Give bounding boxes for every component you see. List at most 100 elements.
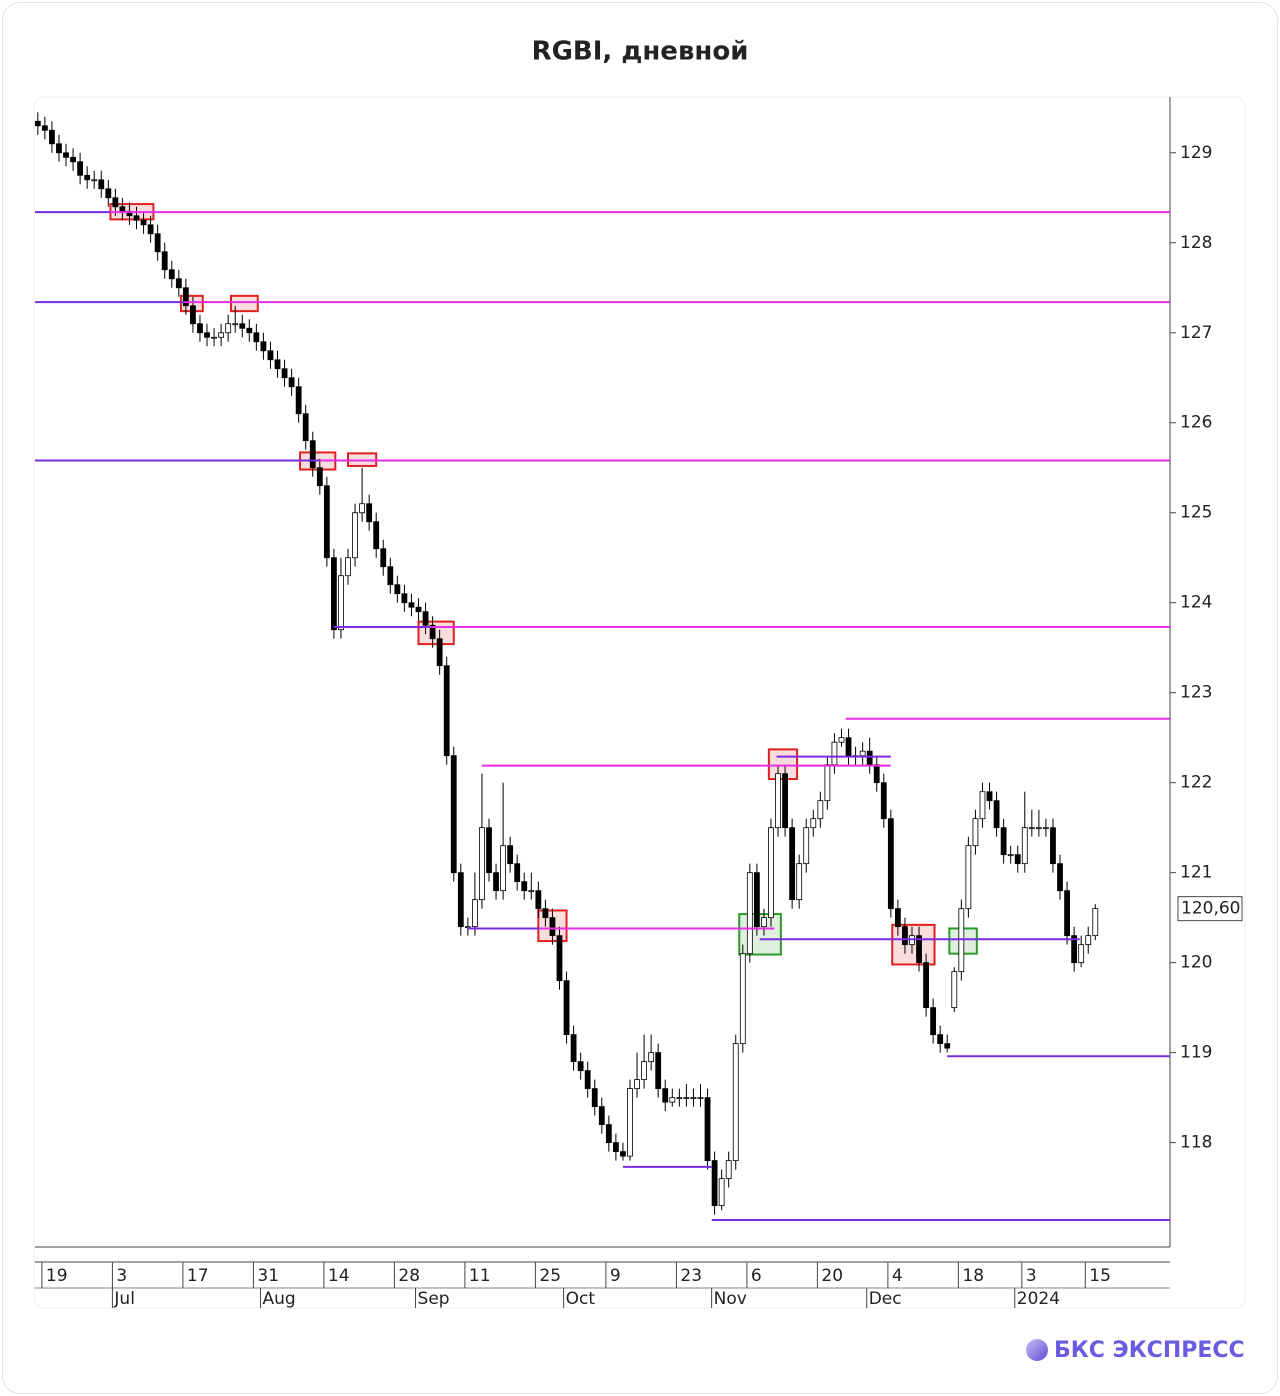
candle-body [605,1124,612,1144]
brand: БКС ЭКСПРЕСС [1054,1338,1245,1363]
candle-body [253,332,260,343]
candle-body [923,962,929,1009]
candle-body [493,872,499,892]
candle-body [831,741,838,766]
x-tick-label: 3 [116,1266,127,1286]
x-tick-label: 4 [892,1266,903,1286]
candle-body [225,323,232,334]
candle-body [894,908,901,928]
chart-title: RGBI, дневной [532,37,749,67]
candle-body [182,287,189,307]
candle-body [387,566,394,586]
x-tick-label: 17 [187,1266,209,1286]
candle-body [1021,827,1028,865]
candle-body [429,624,436,640]
candle-body [817,800,824,820]
candle-body [866,750,873,766]
x-tick-label: 20 [821,1266,843,1286]
candle-body [838,737,845,743]
candle-body [338,575,344,631]
y-tick-label: 119 [1180,1043,1212,1063]
candle-body [352,512,358,559]
candle-body [796,863,803,901]
y-tick-label: 123 [1180,683,1212,703]
y-tick-label: 121 [1180,863,1212,883]
candle-body [1057,863,1063,892]
candle-body [63,152,69,158]
month-label: Oct [566,1289,596,1309]
y-tick-label: 124 [1180,593,1212,613]
candle-body [119,206,126,212]
candle-body [1043,827,1049,830]
candle-body [1000,827,1007,856]
candle-body [1092,908,1099,937]
candle-body [803,827,810,865]
candle-body [147,224,154,235]
candle-body [1085,935,1092,946]
candle-body [34,120,41,127]
candle-body [683,1097,690,1100]
candle-body [218,332,225,338]
candle-body [366,503,373,523]
candle-body [281,368,288,379]
candle-body [49,129,55,145]
x-tick-label: 18 [962,1266,984,1286]
candle-body [570,1034,577,1063]
candle-body [930,1007,937,1036]
candle-body [711,1160,718,1207]
candle-body [669,1097,676,1103]
candle-body [443,665,450,757]
candle-body [161,251,168,271]
candle-body [902,926,908,946]
month-label: Jul [113,1289,135,1309]
candle-body [1035,827,1042,830]
candle-body [577,1061,584,1072]
candle-body [704,1097,711,1162]
candle-body [753,872,760,928]
candle-body [880,782,887,820]
candle-body [507,845,514,865]
candle-body [408,602,415,608]
candle-body [422,611,429,626]
candle-body [972,818,979,847]
candle-body [584,1070,591,1090]
candle-body [274,359,281,370]
candle-body [535,890,542,910]
candle-body [401,593,408,604]
x-tick-label: 3 [1026,1266,1037,1286]
candle-body [655,1052,662,1090]
candle-body [662,1088,669,1103]
month-label: Aug [262,1289,295,1309]
candle-body [514,863,521,883]
y-tick-label: 118 [1180,1133,1212,1153]
candle-body [563,980,570,1036]
candle-body [725,1160,732,1180]
candle-body [380,548,387,568]
y-tick-label: 120 [1180,953,1212,973]
candle-body [450,755,457,874]
candle-body [1078,944,1085,964]
x-tick-label: 6 [751,1266,762,1286]
y-tick-label: 127 [1180,323,1212,343]
candle-body [84,174,91,181]
candle-body [944,1043,951,1049]
candle-body [260,341,267,352]
candle-body [457,872,464,928]
candle-body [986,791,993,802]
candle-body [873,764,880,784]
candle-body [359,503,366,514]
candle-body [824,764,831,802]
candle-body [775,773,781,829]
candle-body [690,1097,697,1100]
panel [33,96,1246,1309]
month-label: Dec [869,1289,902,1309]
last-price-box [1177,896,1243,922]
x-tick-label: 15 [1089,1266,1111,1286]
candle-body [634,1079,640,1090]
month-label: 2024 [1017,1289,1060,1309]
candle-body [98,179,105,190]
x-tick-label: 9 [610,1266,621,1286]
candle-body [620,1151,626,1157]
candle-body [472,899,478,928]
